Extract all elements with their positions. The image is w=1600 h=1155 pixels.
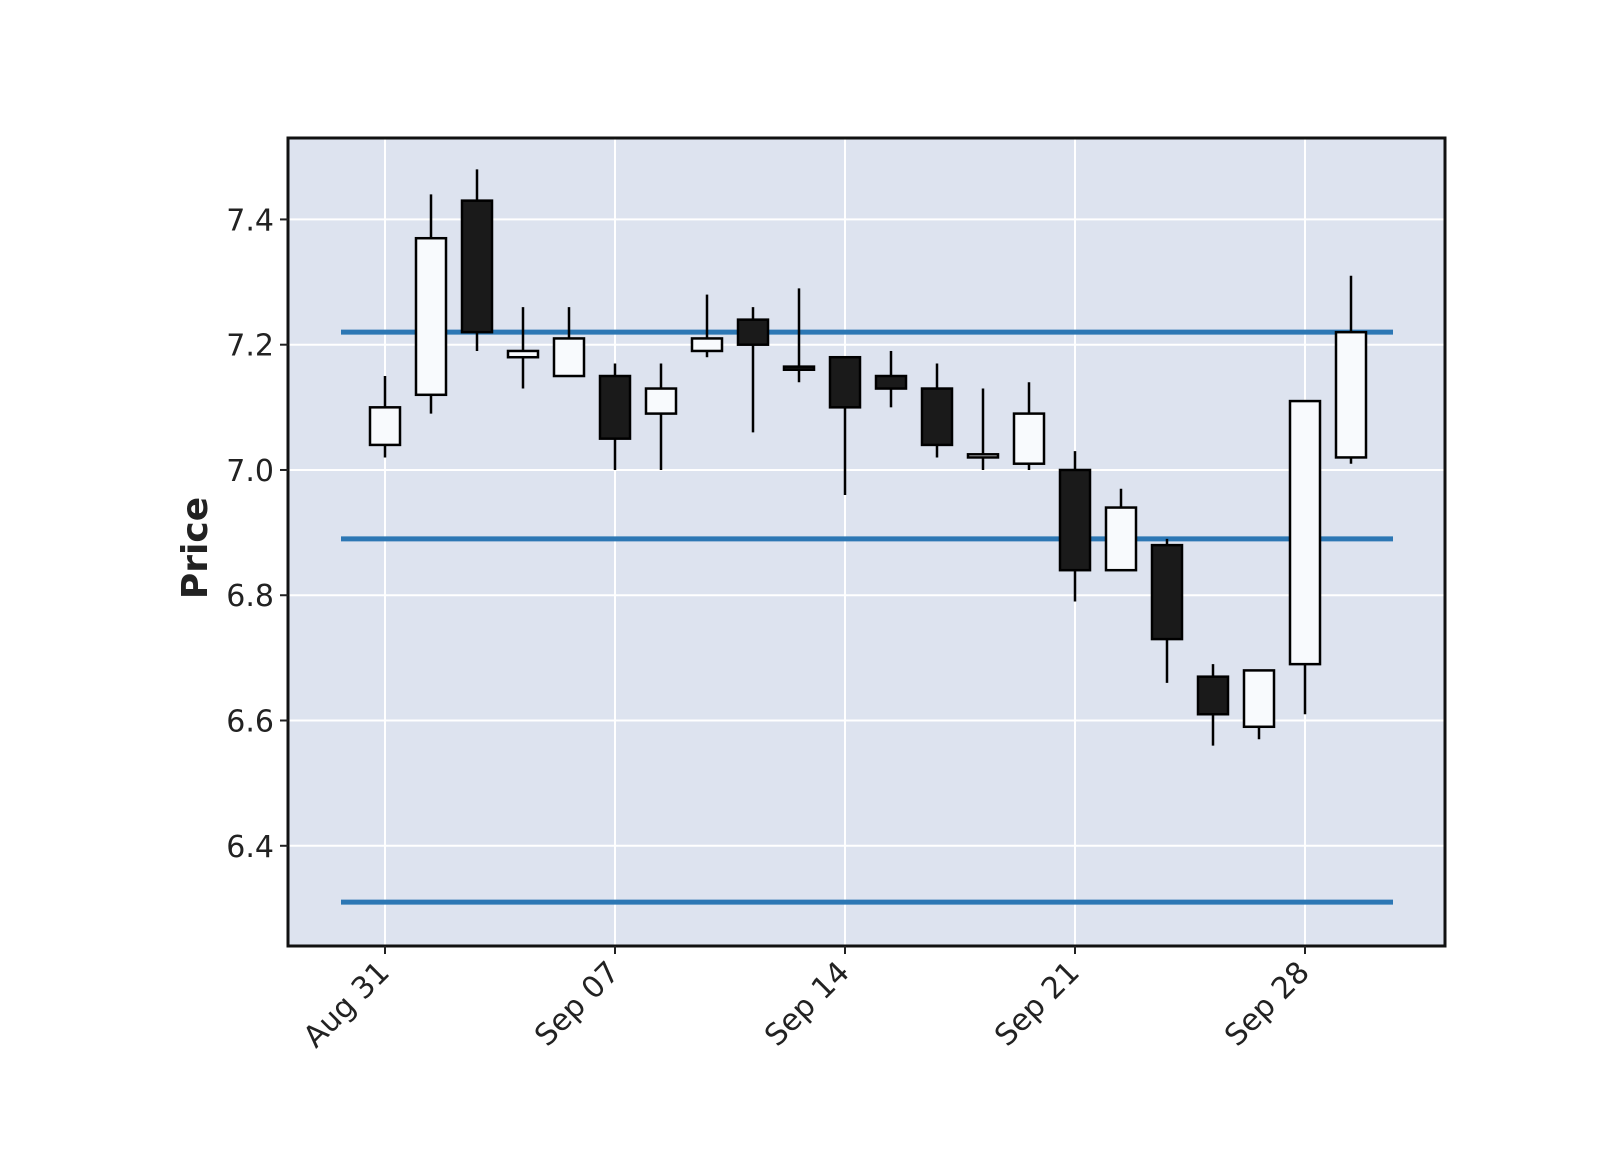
candle xyxy=(1012,382,1046,470)
candle xyxy=(828,355,862,496)
candle-body xyxy=(782,365,816,372)
candle xyxy=(736,307,770,433)
candle xyxy=(1196,664,1230,746)
horizontal-lines xyxy=(341,329,1393,905)
candle-body xyxy=(1196,675,1230,716)
plot-frame xyxy=(286,136,1447,948)
candle xyxy=(598,363,632,470)
candle-body xyxy=(828,355,862,409)
candle-body xyxy=(920,387,954,447)
candle-body xyxy=(414,236,448,397)
candles xyxy=(368,169,1368,746)
candle xyxy=(874,350,908,408)
candle xyxy=(1288,399,1322,715)
candle xyxy=(782,288,816,383)
candle-body xyxy=(506,349,540,359)
candle xyxy=(460,169,494,351)
candle xyxy=(552,307,586,378)
y-tick-label: 6.8 xyxy=(226,579,274,614)
candle-body xyxy=(1012,412,1046,465)
y-tick-label: 6.4 xyxy=(226,830,274,865)
y-tick-label: 7.2 xyxy=(226,329,274,364)
candle xyxy=(1058,451,1092,602)
candle-body xyxy=(1104,506,1138,572)
candle xyxy=(414,194,448,414)
x-tick-label: Aug 31 xyxy=(297,955,397,1055)
candle-body xyxy=(874,374,908,390)
candle-body xyxy=(1150,543,1184,641)
x-axis-ticks: Aug 31 Sep 07 Sep 14 Sep 21 Sep 28 xyxy=(297,946,1317,1055)
x-tick-label: Sep 14 xyxy=(758,955,856,1053)
candle-body xyxy=(1334,330,1368,459)
y-axis-label: Price xyxy=(175,497,216,599)
candle xyxy=(1334,275,1368,464)
y-tick-label: 6.6 xyxy=(226,705,274,740)
candle-body xyxy=(368,406,402,447)
candle xyxy=(644,363,678,470)
candle-body xyxy=(736,318,770,346)
y-axis-ticks: 6.4 6.6 6.8 7.0 7.2 7.4 xyxy=(226,203,288,865)
candle xyxy=(1150,538,1184,683)
candle xyxy=(368,376,402,458)
candle-body xyxy=(552,337,586,378)
candle xyxy=(506,307,540,389)
candle-body xyxy=(644,387,678,415)
candle-body xyxy=(1288,399,1322,666)
candle-body xyxy=(966,453,1000,459)
x-tick-label: Sep 07 xyxy=(528,955,626,1053)
candle-body xyxy=(690,337,724,353)
candle-body xyxy=(1242,669,1276,729)
candle xyxy=(1242,669,1276,740)
y-tick-label: 7.0 xyxy=(226,454,274,489)
x-tick-label: Sep 21 xyxy=(988,955,1086,1053)
candle xyxy=(690,294,724,358)
x-tick-label: Sep 28 xyxy=(1218,955,1316,1053)
candle xyxy=(920,363,954,458)
candle-body xyxy=(460,199,494,334)
candle xyxy=(1104,488,1138,572)
y-tick-label: 7.4 xyxy=(226,203,274,238)
candle-body xyxy=(1058,468,1092,572)
candle-body xyxy=(598,374,632,440)
candle xyxy=(966,388,1000,470)
